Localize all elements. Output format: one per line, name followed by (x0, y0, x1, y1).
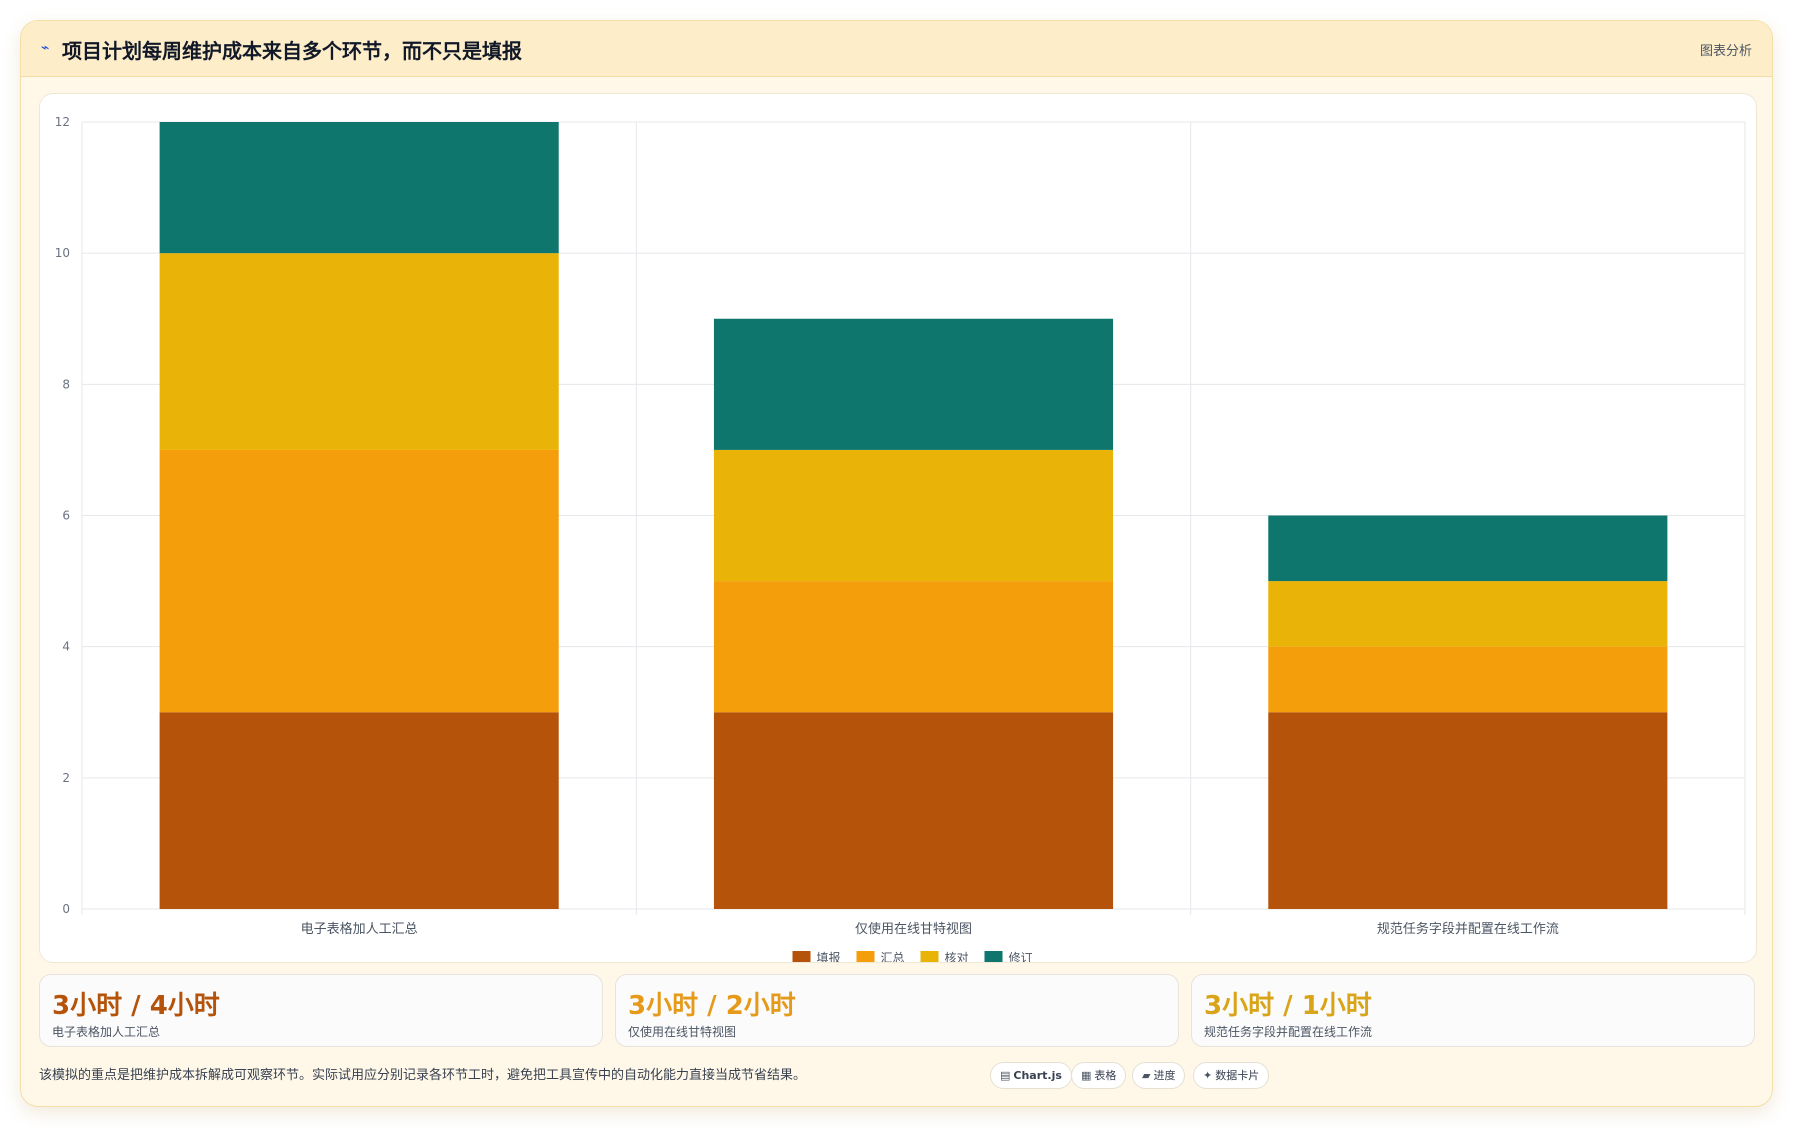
bar-segment[interactable] (713, 712, 1114, 909)
chart-analysis-link[interactable]: 图表分析 (1699, 44, 1752, 59)
stat-card-spreadsheet: 3小时 / 4小时 电子表格加人工汇总 (39, 974, 603, 1047)
chip-chartjs[interactable]: ▤ Chart.js (990, 1062, 1072, 1089)
chip-label: 数据卡片 (1215, 1069, 1260, 1082)
y-tick-label: 6 (62, 509, 70, 523)
x-tick-label: 电子表格加人工汇总 (301, 921, 418, 937)
x-tick-label: 仅使用在线甘特视图 (855, 921, 972, 937)
stacked-bar-chart: 0 2 4 6 8 10 12 电子表格加人工汇总 仅使用在线甘特视图 规范任务字段并配置在线工作… (55, 115, 1746, 962)
y-tick-label: 12 (55, 115, 70, 129)
chip-label: Chart.js (1013, 1069, 1062, 1082)
y-tick-label: 0 (62, 902, 70, 916)
bar-segment[interactable] (713, 449, 1114, 582)
bar-segment[interactable] (159, 712, 559, 909)
stat-value: 3小时 / 2小时 (628, 991, 796, 1021)
stat-value: 3小时 / 4小时 (52, 991, 220, 1021)
chip-data-card[interactable]: ✦ 数据卡片 (1193, 1062, 1270, 1089)
bar-segment[interactable] (713, 581, 1114, 713)
chip-table[interactable]: ▦ 表格 (1071, 1062, 1127, 1089)
table-icon: ▦ (1081, 1069, 1092, 1082)
bar-segment[interactable] (1268, 515, 1668, 582)
card-title: 项目计划每周维护成本来自多个环节，而不只是填报 (62, 39, 522, 63)
y-tick-label: 8 (62, 377, 70, 391)
chip-progress[interactable]: ▰ 进度 (1132, 1062, 1186, 1089)
legend-label[interactable]: 核对 (945, 951, 969, 962)
chip-label: 进度 (1153, 1069, 1176, 1082)
bar-segment[interactable] (1268, 646, 1668, 713)
legend-label[interactable]: 填报 (817, 950, 841, 962)
stat-card-workflow: 3小时 / 1小时 规范任务字段并配置在线工作流 (1191, 974, 1755, 1047)
x-tick-label: 规范任务字段并配置在线工作流 (1377, 921, 1559, 937)
chart-line-icon: ⌁ (41, 40, 50, 56)
y-tick-label: 10 (55, 246, 70, 260)
bar-segment[interactable] (159, 449, 559, 713)
bar-segment[interactable] (1268, 712, 1668, 909)
stat-label: 规范任务字段并配置在线工作流 (1204, 1025, 1373, 1039)
stat-card-gantt: 3小时 / 2小时 仅使用在线甘特视图 (615, 974, 1179, 1047)
footnote: 该模拟的重点是把维护成本拆解成可观察环节。实际试用应分别记录各环节工时，避免把工… (39, 1068, 807, 1083)
sparkle-icon: ✦ (1203, 1069, 1213, 1082)
bar-segment[interactable] (1268, 581, 1668, 647)
chart-panel: 0 2 4 6 8 10 12 电子表格加人工汇总 仅使用在线甘特视图 规范任务字段并配置在线工作… (39, 93, 1757, 963)
y-tick-label: 2 (62, 771, 70, 785)
bar-segment[interactable] (713, 318, 1114, 450)
progress-icon: ▰ (1142, 1069, 1151, 1082)
stat-value: 3小时 / 1小时 (1204, 991, 1372, 1021)
chip-label: 表格 (1094, 1069, 1117, 1082)
legend-swatch (856, 951, 875, 962)
legend-swatch (984, 951, 1003, 962)
legend-label[interactable]: 汇总 (881, 951, 905, 962)
legend-swatch (792, 951, 811, 962)
bar-segment[interactable] (159, 253, 559, 450)
card-header: ⌁ 项目计划每周维护成本来自多个环节，而不只是填报 图表分析 (21, 21, 1772, 77)
y-tick-label: 4 (62, 640, 70, 654)
stat-label: 仅使用在线甘特视图 (628, 1025, 737, 1039)
stat-label: 电子表格加人工汇总 (52, 1025, 161, 1039)
legend-label[interactable]: 修订 (1009, 950, 1033, 962)
chart-icon: ▤ (1000, 1069, 1011, 1082)
chart-card: ⌁ 项目计划每周维护成本来自多个环节，而不只是填报 图表分析 0 2 4 6 8 10 12… (20, 20, 1773, 1107)
legend-swatch (920, 951, 939, 962)
bar-segment[interactable] (159, 122, 559, 254)
